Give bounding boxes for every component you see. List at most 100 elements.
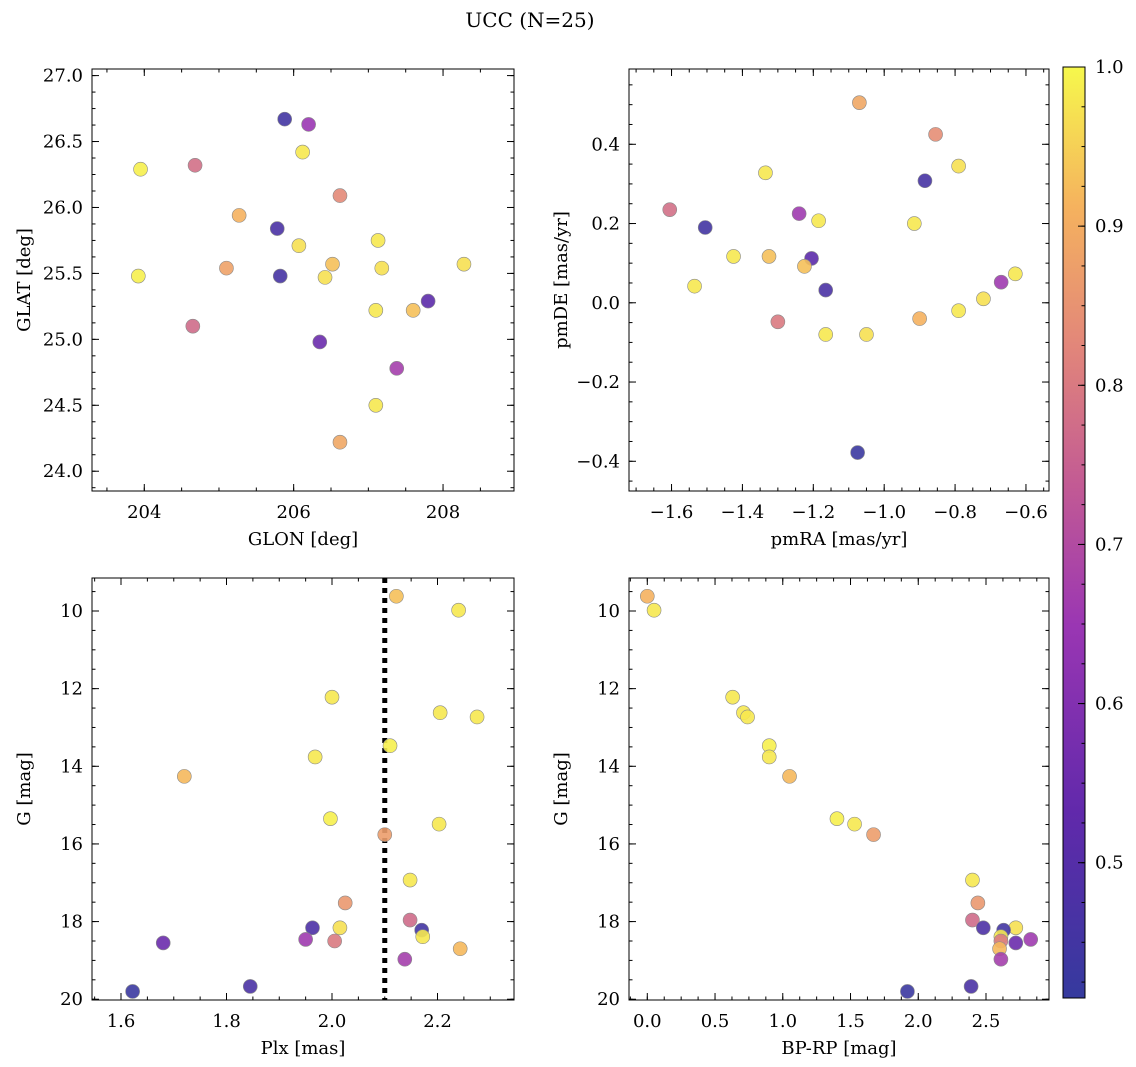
scatter-point xyxy=(242,979,258,994)
scatter-point xyxy=(697,220,713,235)
scatter-point xyxy=(818,327,834,342)
scatter-point xyxy=(374,260,390,276)
x-axis-label: GLON [deg] xyxy=(248,529,358,550)
scatter-point xyxy=(301,117,316,132)
scatter-point xyxy=(951,158,966,174)
scatter-point xyxy=(687,278,702,294)
scatter-point xyxy=(368,303,384,318)
scatter-point xyxy=(277,111,293,127)
y-tick-label: −0.2 xyxy=(576,372,620,393)
scatter-point xyxy=(811,213,826,229)
scatter-point xyxy=(325,256,340,272)
scatter-point xyxy=(415,929,431,945)
scatter-point xyxy=(295,144,310,160)
axes-frame xyxy=(628,68,1050,492)
x-tick-label: 1.8 xyxy=(212,1011,241,1032)
x-tick-label: −1.6 xyxy=(650,502,694,523)
scatter-point xyxy=(850,445,865,460)
scatter-point xyxy=(965,912,980,928)
scatter-point xyxy=(725,689,740,705)
scatter-point xyxy=(125,984,140,999)
x-tick-label: 2.0 xyxy=(904,1011,933,1032)
y-tick-label: 27.0 xyxy=(43,66,83,87)
scatter-point xyxy=(639,588,655,604)
y-tick-label: 18 xyxy=(60,912,83,933)
colorbar-tick-label: 0.8 xyxy=(1095,375,1124,396)
x-tick-label: −1.4 xyxy=(721,502,765,523)
y-tick-label: 26.0 xyxy=(43,197,83,218)
panels: 204 206 208 24.0 24.5 25.0 25.5 26.0 26.5 27.0 GLO… xyxy=(14,66,1050,1059)
plot-area xyxy=(131,111,472,450)
colorbar-tick-label: 0.9 xyxy=(1095,216,1124,237)
scatter-point xyxy=(155,935,171,951)
y-tick-label: 25.0 xyxy=(43,329,83,350)
scatter-point xyxy=(782,769,797,784)
x-axis-label: pmRA [mas/yr] xyxy=(771,529,908,550)
scatter-point xyxy=(965,872,980,888)
scatter-point xyxy=(859,327,874,342)
scatter-point xyxy=(646,602,662,618)
scatter-point xyxy=(456,256,472,272)
scatter-point xyxy=(185,318,201,334)
scatter-panel-3: 1.6 1.8 2.0 2.2 10 12 14 16 18 20 Plx [mas] G [mag] xyxy=(14,577,515,1059)
scatter-point xyxy=(332,434,348,450)
scatter-point xyxy=(312,334,328,350)
y-tick-label: 24.0 xyxy=(43,461,83,482)
scatter-point xyxy=(231,208,247,223)
scatter-panel-4: 0.0 0.5 1.0 1.5 2.0 2.5 10 12 14 16 18 20 BP-RP [mag… xyxy=(551,577,1050,1059)
scatter-point xyxy=(133,161,148,177)
y-tick-label: 18 xyxy=(597,912,620,933)
scatter-point xyxy=(917,173,933,189)
y-tick-label: 16 xyxy=(597,834,620,855)
y-axis-label: GLAT [deg] xyxy=(14,228,35,332)
x-axis-label: BP-RP [mag] xyxy=(781,1038,896,1059)
y-tick-label: 24.5 xyxy=(43,395,83,416)
scatter-panel-1: 204 206 208 24.0 24.5 25.0 25.5 26.0 26.5 27.0 GLO… xyxy=(14,66,515,550)
scatter-point xyxy=(912,311,927,326)
scatter-point xyxy=(726,249,741,264)
colorbar: 0.5 0.6 0.7 0.8 0.9 1.0 xyxy=(1062,57,1124,999)
scatter-point xyxy=(975,920,991,936)
y-tick-label: 0.4 xyxy=(591,134,620,155)
y-axis-label: pmDE [mas/yr] xyxy=(551,211,572,349)
y-tick-label: 14 xyxy=(60,756,83,777)
scatter-point xyxy=(907,216,922,231)
scatter-point xyxy=(377,827,393,842)
y-tick-label: 10 xyxy=(597,601,620,622)
y-tick-label: 26.5 xyxy=(43,132,83,153)
scatter-point xyxy=(382,738,398,754)
scatter-point xyxy=(1008,920,1024,936)
scatter-point xyxy=(758,165,773,181)
y-tick-label: 0.2 xyxy=(591,214,620,235)
scatter-point xyxy=(272,268,288,284)
x-tick-label: 0.5 xyxy=(701,1011,730,1032)
scatter-point xyxy=(852,95,867,110)
scatter-point xyxy=(770,314,786,330)
x-tick-label: 2.0 xyxy=(318,1011,347,1032)
x-tick-label: 1.6 xyxy=(107,1011,136,1032)
scatter-point xyxy=(305,920,320,936)
scatter-point xyxy=(740,709,755,725)
scatter-point xyxy=(928,127,943,142)
scatter-point xyxy=(451,602,466,618)
x-tick-label: −1.0 xyxy=(862,502,906,523)
scatter-point xyxy=(951,303,966,319)
x-tick-label: −0.6 xyxy=(1004,502,1048,523)
y-tick-label: 16 xyxy=(60,834,83,855)
figure-title: UCC (N=25) xyxy=(465,8,594,32)
y-tick-label: 20 xyxy=(60,989,83,1010)
y-tick-label: 12 xyxy=(597,679,620,700)
scatter-point xyxy=(324,689,340,705)
y-tick-label: 20 xyxy=(597,989,620,1010)
scatter-point xyxy=(298,932,313,947)
scatter-point xyxy=(219,260,234,276)
plot-area xyxy=(662,95,1023,460)
scatter-point xyxy=(791,206,807,221)
y-tick-label: 14 xyxy=(597,756,620,777)
x-tick-label: 0.0 xyxy=(633,1011,662,1032)
scatter-point xyxy=(187,157,203,173)
scatter-point xyxy=(469,709,485,725)
scatter-point xyxy=(332,920,348,936)
scatter-point xyxy=(761,249,777,264)
colorbar-tick-label: 0.7 xyxy=(1095,534,1124,555)
